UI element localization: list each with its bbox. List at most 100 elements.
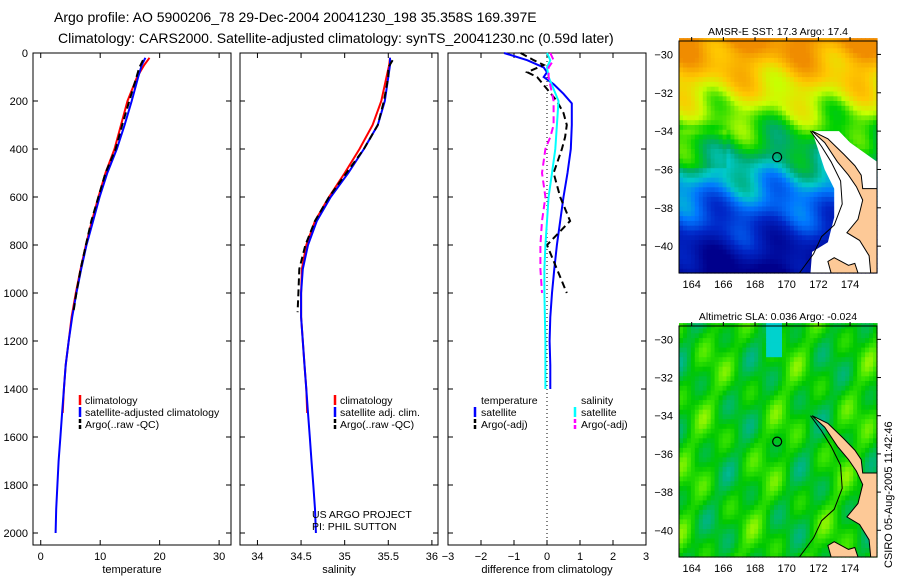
map-cell [746, 457, 751, 462]
map-cell [695, 244, 700, 249]
map-cell [738, 110, 743, 115]
map-cell [818, 533, 823, 538]
map-cell [695, 187, 700, 192]
x-axis-label: salinity [322, 564, 356, 576]
map-cell [778, 342, 783, 347]
map-cell [715, 471, 720, 476]
map-cell [746, 81, 751, 86]
map-cell [687, 495, 692, 500]
map-cell [746, 100, 751, 105]
map-cell [826, 110, 831, 115]
map-cell [715, 110, 720, 115]
map-cell [865, 67, 870, 72]
map-cell [758, 404, 763, 409]
map-cell [734, 357, 739, 362]
map-cell [695, 192, 700, 197]
map-cell [727, 216, 732, 221]
map-cell [707, 263, 712, 268]
map-cell [806, 77, 811, 82]
map-cell [766, 220, 771, 225]
map-cell [746, 385, 751, 390]
map-cell [738, 443, 743, 448]
map-cell [758, 120, 763, 125]
map-cell [833, 43, 838, 48]
map-cell [687, 514, 692, 519]
map-cell [727, 53, 732, 58]
map-cell [865, 129, 870, 134]
map-cell [707, 395, 712, 400]
map-cell [845, 77, 850, 82]
map-cell [818, 177, 823, 182]
map-cell [687, 519, 692, 524]
map-cell [734, 259, 739, 264]
map-cell [806, 366, 811, 371]
map-cell [786, 428, 791, 433]
map-cell [738, 148, 743, 153]
map-cell [794, 144, 799, 149]
map-cell [754, 433, 759, 438]
map-cell [746, 206, 751, 211]
map-cell [699, 333, 704, 338]
map-cell [794, 380, 799, 385]
map-cell [746, 216, 751, 221]
map-cell [766, 338, 771, 343]
map-cell [679, 148, 684, 153]
map-cell [754, 419, 759, 424]
map-cell [778, 187, 783, 192]
map-cell [814, 105, 819, 110]
map-cell [758, 376, 763, 381]
map-cell [826, 371, 831, 376]
map-cell [794, 81, 799, 86]
map-cell [798, 428, 803, 433]
map-cell [679, 400, 684, 405]
map-cell [754, 53, 759, 58]
map-cell [719, 134, 724, 139]
map-cell [833, 115, 838, 120]
map-cell [695, 476, 700, 481]
map-cell [845, 105, 850, 110]
map-cell [818, 110, 823, 115]
map-cell [833, 485, 838, 490]
map-cell [845, 347, 850, 352]
map-cell [707, 533, 712, 538]
map-cell [794, 505, 799, 510]
map-cell [738, 457, 743, 462]
map-cell [818, 124, 823, 129]
map-cell [778, 139, 783, 144]
map-cell [727, 115, 732, 120]
map-cell [794, 206, 799, 211]
map-cell [818, 352, 823, 357]
map-cell [699, 48, 704, 53]
map-cell [687, 244, 692, 249]
map-cell [806, 528, 811, 533]
map-cell [778, 105, 783, 110]
map-cell [695, 96, 700, 101]
map-cell [774, 428, 779, 433]
map-cell [766, 476, 771, 481]
map-cell [806, 462, 811, 467]
map-cell [774, 48, 779, 53]
map-cell [806, 192, 811, 197]
map-cell [814, 235, 819, 240]
map-cell [794, 333, 799, 338]
map-cell [679, 201, 684, 206]
map-cell [699, 168, 704, 173]
map-cell [814, 352, 819, 357]
map-cell [746, 366, 751, 371]
map-cell [857, 86, 862, 91]
map-cell [766, 192, 771, 197]
map-cell [699, 338, 704, 343]
map-cell [794, 476, 799, 481]
map-cell [786, 259, 791, 264]
map-cell [833, 81, 838, 86]
map-cell [715, 380, 720, 385]
map-cell [687, 67, 692, 72]
map-cell [727, 254, 732, 259]
map-cell [758, 134, 763, 139]
lon-tick-label: 172 [809, 279, 827, 291]
map-cell [727, 196, 732, 201]
map-cell [687, 505, 692, 510]
map-cell [798, 457, 803, 462]
map-cell [853, 361, 858, 366]
map-cell [734, 347, 739, 352]
